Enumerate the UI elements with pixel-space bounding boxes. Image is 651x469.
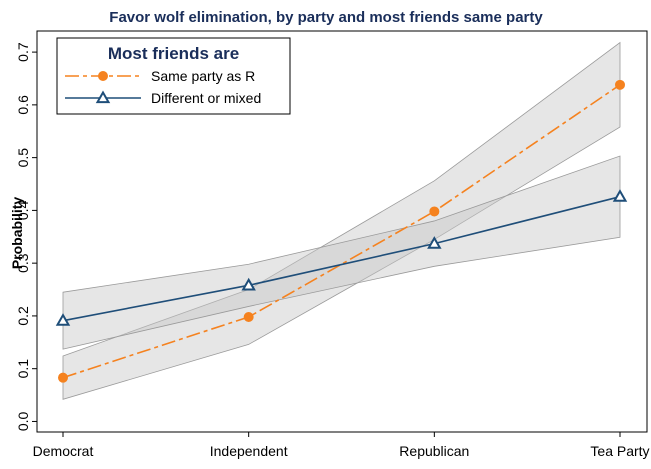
plot-layer: 0.0 0.1 0.2 0.3 0.4 0.5 0.6 0.7 Democrat Independ… bbox=[15, 30, 650, 459]
legend-marker-1 bbox=[98, 71, 108, 81]
y-tick-label: 0.1 bbox=[15, 359, 31, 379]
series-1-point bbox=[429, 206, 440, 217]
y-axis-label: Probability bbox=[9, 197, 25, 270]
y-tick-label: 0.4 bbox=[15, 200, 31, 220]
series-2-point bbox=[612, 189, 628, 202]
legend-label-1: Same party as R bbox=[151, 68, 255, 84]
x-tick-label: Democrat bbox=[33, 443, 94, 459]
series-1-point bbox=[615, 79, 625, 90]
legend: Most friends are Same party as R Different… bbox=[56, 37, 291, 115]
y-tick-label: 0.3 bbox=[15, 253, 31, 273]
y-tick-label: 0.5 bbox=[15, 148, 31, 168]
y-tick-label: 0.2 bbox=[15, 306, 31, 326]
series-2-point bbox=[241, 277, 256, 291]
series-1-point bbox=[243, 311, 254, 322]
x-tick-label: Independent bbox=[210, 443, 288, 459]
series-line-1 bbox=[62, 84, 621, 379]
y-tick-label: 0.7 bbox=[15, 42, 31, 62]
legend-marker-2 bbox=[95, 90, 111, 104]
series-2-point bbox=[427, 236, 442, 249]
series-1-point bbox=[58, 372, 68, 383]
plot-frame bbox=[36, 30, 648, 433]
confidence-band-2 bbox=[62, 155, 621, 350]
y-tick-label: 0.0 bbox=[15, 412, 31, 432]
series-line-2 bbox=[62, 195, 621, 322]
x-tick-label: Tea Party bbox=[590, 443, 649, 459]
chart-title: Favor wolf elimination, by party and mos… bbox=[109, 9, 543, 26]
legend-label-2: Different or mixed bbox=[151, 90, 261, 106]
confidence-band-1 bbox=[62, 41, 621, 400]
legend-title: Most friends are bbox=[108, 44, 239, 63]
y-tick-label: 0.6 bbox=[15, 95, 31, 115]
series-2-point bbox=[55, 313, 71, 326]
x-tick-label: Republican bbox=[399, 443, 469, 459]
